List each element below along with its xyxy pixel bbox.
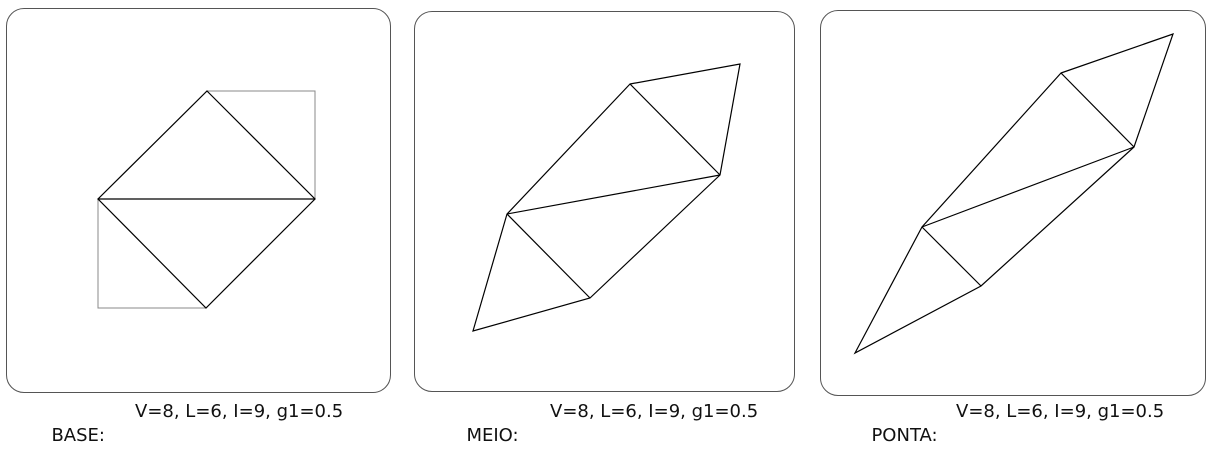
meio-edge-bottom: [506, 213, 591, 299]
meio-figure: [472, 63, 741, 332]
meio-outline: [472, 63, 741, 332]
caption-ponta-params: V=8, L=6, I=9, g1=0.5: [956, 401, 1165, 422]
caption-base-params: V=8, L=6, I=9, g1=0.5: [135, 401, 344, 422]
diagram-canvas: [97, 33, 1174, 355]
meio-edge-top: [629, 83, 721, 176]
caption-meio-params: V=8, L=6, I=9, g1=0.5: [550, 401, 759, 422]
caption-ponta-name: PONTA:: [871, 425, 938, 446]
meio-edge-middle: [506, 174, 721, 215]
base-guide-bottom-left: [97, 198, 207, 309]
caption-meio-name: MEIO:: [466, 425, 519, 446]
caption-ponta: PONTA: V=8, L=6, I=9, g1=0.5: [860, 400, 1164, 446]
ponta-figure: [853, 33, 1174, 355]
base-rhombus: [97, 90, 316, 309]
panel-base: [6, 8, 391, 393]
base-guide-top-right: [206, 90, 316, 200]
caption-base: BASE: V=8, L=6, I=9, g1=0.5: [40, 400, 343, 446]
panel-meio: [414, 11, 795, 392]
caption-base-name: BASE:: [51, 425, 105, 446]
ponta-outline: [853, 33, 1174, 355]
ponta-edge-bottom: [921, 226, 982, 287]
ponta-edge-middle: [921, 146, 1135, 228]
panel-ponta: [820, 10, 1206, 396]
caption-meio: MEIO: V=8, L=6, I=9, g1=0.5: [455, 400, 758, 446]
base-figure: [97, 90, 316, 309]
ponta-edge-top: [1060, 72, 1135, 148]
